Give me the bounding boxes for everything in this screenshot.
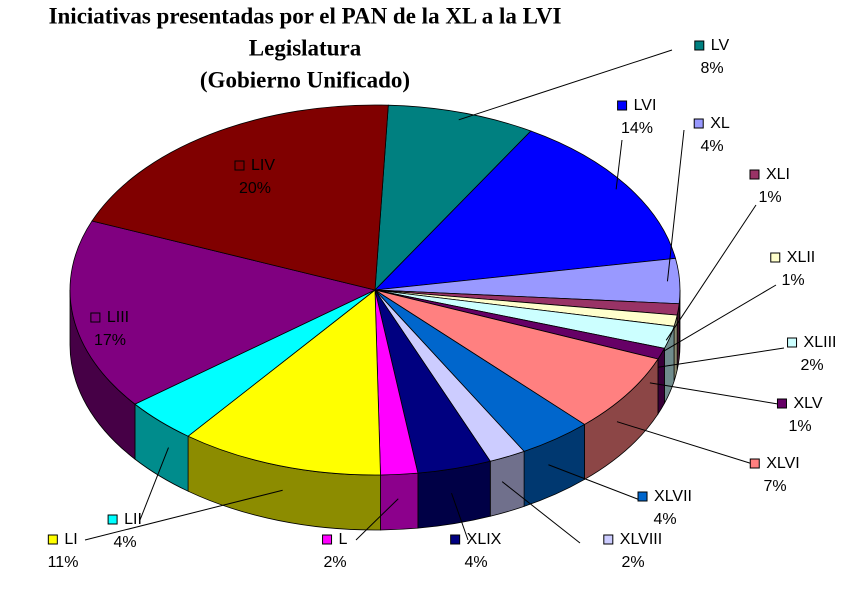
slice-label: XLV [793,395,822,412]
slice-value-label: 20% [239,180,271,197]
slice-label: XLVII [654,488,692,505]
legend-key [637,491,648,502]
legend-key [617,100,628,111]
leader-line [665,204,757,341]
slice-value-label: 4% [113,534,136,551]
legend-key [322,534,333,545]
leader-line [458,49,673,121]
slice-label: XL [710,115,730,132]
slice [373,130,677,291]
slice-value-label: 2% [621,554,644,571]
slice-value-label: 1% [758,189,781,206]
legend-key [776,398,787,409]
legend-key [693,118,704,129]
legend-key [770,252,781,263]
slice-value-label: 7% [763,478,786,495]
slice-value-label: 4% [653,511,676,528]
leader-line [657,347,785,368]
slice-side [380,472,419,531]
leader-line [616,421,757,466]
slice-value-label: 2% [800,357,823,374]
leader-line [355,498,399,541]
leader-line [548,464,641,501]
slice-side [489,450,525,517]
slice-value-label: 8% [700,60,723,77]
slice-value-label: 14% [621,120,653,137]
legend-key [107,514,118,525]
slice-value-label: 17% [94,332,126,349]
slice-value-label: 4% [700,138,723,155]
leader-line [501,481,581,544]
slice-value-label: 1% [788,418,811,435]
slice-label: LIV [251,157,275,174]
slice [91,104,389,291]
chart-title: Iniciativas presentadas por el PAN de la… [49,3,562,28]
chart-title: (Gobierno Unificado) [200,67,410,92]
legend-key [749,169,760,180]
pie-sides [69,289,681,531]
slice-value-label: 4% [464,554,487,571]
slice-label: XLVIII [620,531,662,548]
legend-key [749,458,760,469]
slice-label: XLVI [766,455,800,472]
legend-key [603,534,614,545]
slice-label: L [339,531,348,548]
slice-label: XLIII [804,334,837,351]
leader-line [139,447,169,521]
legend-key [450,534,461,545]
slice-label: LIII [107,309,129,326]
legend-key [694,40,705,51]
leader-line [663,284,777,352]
slice-label: XLII [787,249,815,266]
slice-label: LI [64,531,77,548]
legend-key [90,312,101,323]
slice-value-label: 11% [48,554,79,571]
slice-label: XLIX [467,531,502,548]
slice-label: LVI [634,97,657,114]
slice-label: LV [711,37,730,54]
slice [187,289,381,476]
leader-line [451,492,469,541]
leader-line [84,489,283,541]
slice-value-label: 2% [323,554,346,571]
slice [374,289,659,425]
leader-line [649,382,779,405]
slice-label: XLI [766,166,790,183]
slice-value-label: 1% [781,272,804,289]
slice [374,104,532,292]
pie-tops [69,104,681,476]
slice [69,220,377,405]
leader-line [615,139,623,190]
chart-title: Legislatura [249,35,362,60]
leader-line [666,129,685,282]
legend-key [47,534,58,545]
legend-key [234,160,245,171]
legend-key [787,337,798,348]
slice-label: LII [124,511,142,528]
